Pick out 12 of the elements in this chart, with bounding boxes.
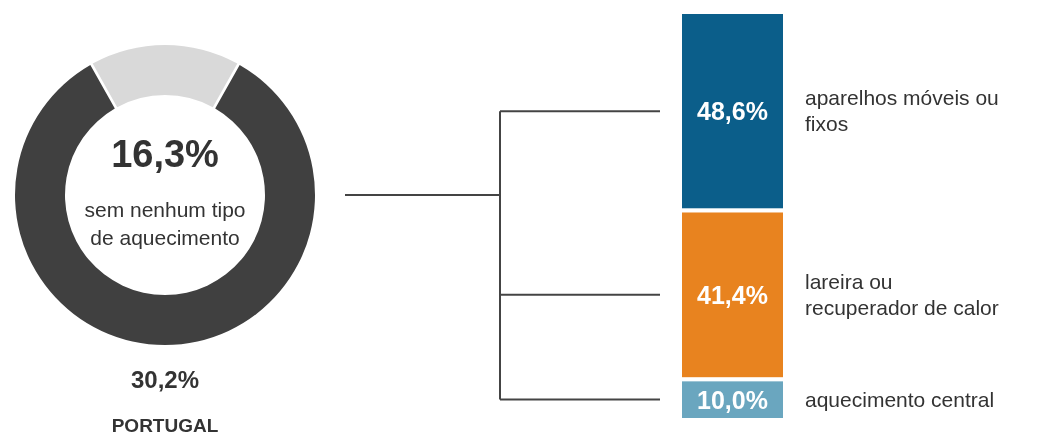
data-label: 16,3% bbox=[111, 133, 219, 175]
data-label: 41,4% bbox=[697, 280, 768, 309]
series-label: aparelhos móveis ou fixos bbox=[805, 86, 999, 136]
text: sem nenhum tipo de aquecimento bbox=[84, 198, 246, 249]
series-label: aquecimento central bbox=[805, 387, 995, 411]
data-label: 10,0% bbox=[697, 385, 768, 414]
text: PORTUGAL bbox=[111, 415, 219, 436]
text: 30,2% bbox=[130, 366, 200, 393]
data-label: 48,6% bbox=[697, 97, 768, 126]
series-label: lareira ou recuperador de calor bbox=[805, 269, 999, 319]
donut-slice bbox=[15, 64, 315, 345]
donut-slice bbox=[92, 45, 238, 108]
